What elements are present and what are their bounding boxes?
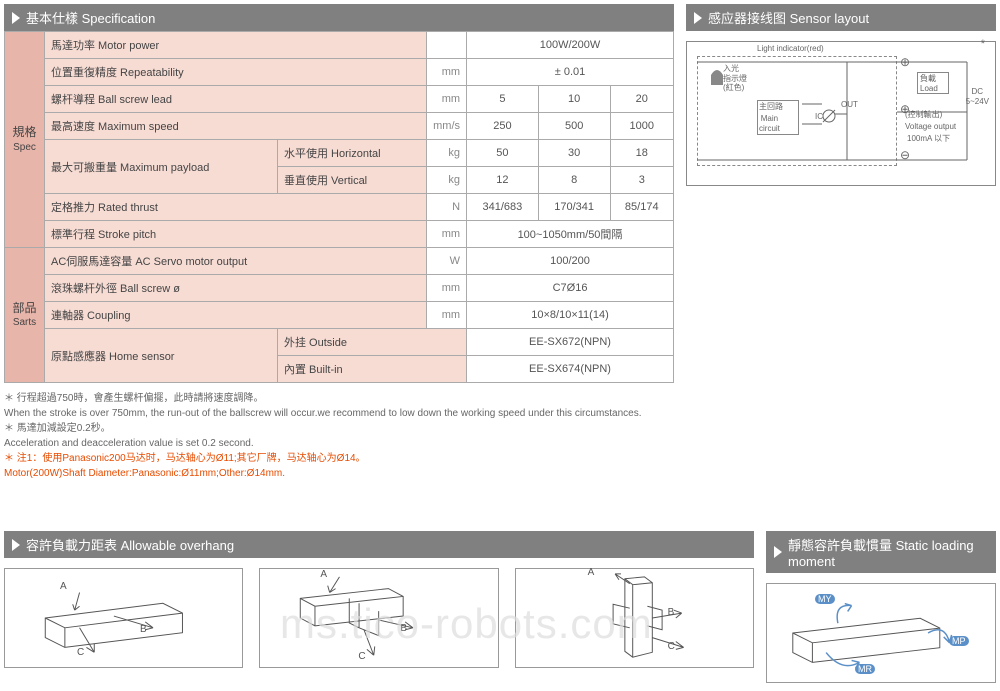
- row-ball-screw-dia: 滾珠螺杆外徑 Ball screw ø: [45, 275, 427, 302]
- overhang-diagram-2: A B C: [259, 568, 498, 668]
- row-max-speed: 最高速度 Maximum speed: [45, 113, 427, 140]
- sensor-diagram: Light indicator(red) * 入光 指示燈 (紅色) 主回路 M…: [686, 41, 996, 186]
- row-servo-output: AC伺服馬達容量 AC Servo motor output: [45, 248, 427, 275]
- spec-notes: ＊ 行程超過750時，會產生螺杆偏擺，此時請將速度調降。 When the st…: [4, 391, 674, 481]
- row-rated-thrust: 定格推力 Rated thrust: [45, 194, 427, 221]
- overhang-diagram-3: A B C: [515, 568, 754, 668]
- val-motor-power: 100W/200W: [467, 32, 674, 59]
- static-header: 靜態容許負載慣量 Static loading moment: [766, 531, 996, 573]
- row-coupling: 連軸器 Coupling: [45, 302, 427, 329]
- moment-my-badge: MY: [815, 594, 835, 604]
- chevron-right-icon: [774, 546, 782, 558]
- row-motor-power: 馬達功率 Motor power: [45, 32, 427, 59]
- overhang-header: 容許負載力距表 Allowable overhang: [4, 531, 754, 558]
- row-max-payload: 最大可搬重量 Maximum payload: [45, 140, 278, 194]
- overhang-diagram-1: A B C: [4, 568, 243, 668]
- spec-header-title: 基本仕樣 Specification: [26, 8, 155, 27]
- spec-side-label: 規格 Spec: [5, 32, 45, 248]
- parts-side-label: 部品 Sarts: [5, 248, 45, 383]
- moment-mp-badge: MP: [949, 636, 969, 646]
- chevron-right-icon: [12, 539, 20, 551]
- row-repeatability: 位置重復精度 Repeatability: [45, 59, 427, 86]
- static-header-title: 靜態容許負載慣量 Static loading moment: [788, 535, 988, 569]
- chevron-right-icon: [12, 12, 20, 24]
- circuit-lines-icon: [697, 56, 977, 176]
- overhang-header-title: 容許負載力距表 Allowable overhang: [26, 535, 234, 554]
- spec-header: 基本仕樣 Specification: [4, 4, 674, 31]
- sensor-header: 感应器接线图 Sensor layout: [686, 4, 996, 31]
- moment-mr-badge: MR: [855, 664, 875, 674]
- row-stroke-pitch: 標準行程 Stroke pitch: [45, 221, 427, 248]
- spec-table: 規格 Spec 馬達功率 Motor power 100W/200W 位置重復精…: [4, 31, 674, 383]
- row-home-sensor: 原點感應器 Home sensor: [45, 329, 278, 383]
- row-ball-screw-lead: 螺杆導程 Ball screw lead: [45, 86, 427, 113]
- sensor-header-title: 感应器接线图 Sensor layout: [708, 8, 869, 27]
- chevron-right-icon: [694, 12, 702, 24]
- static-diagram: MY MP MR: [766, 583, 996, 683]
